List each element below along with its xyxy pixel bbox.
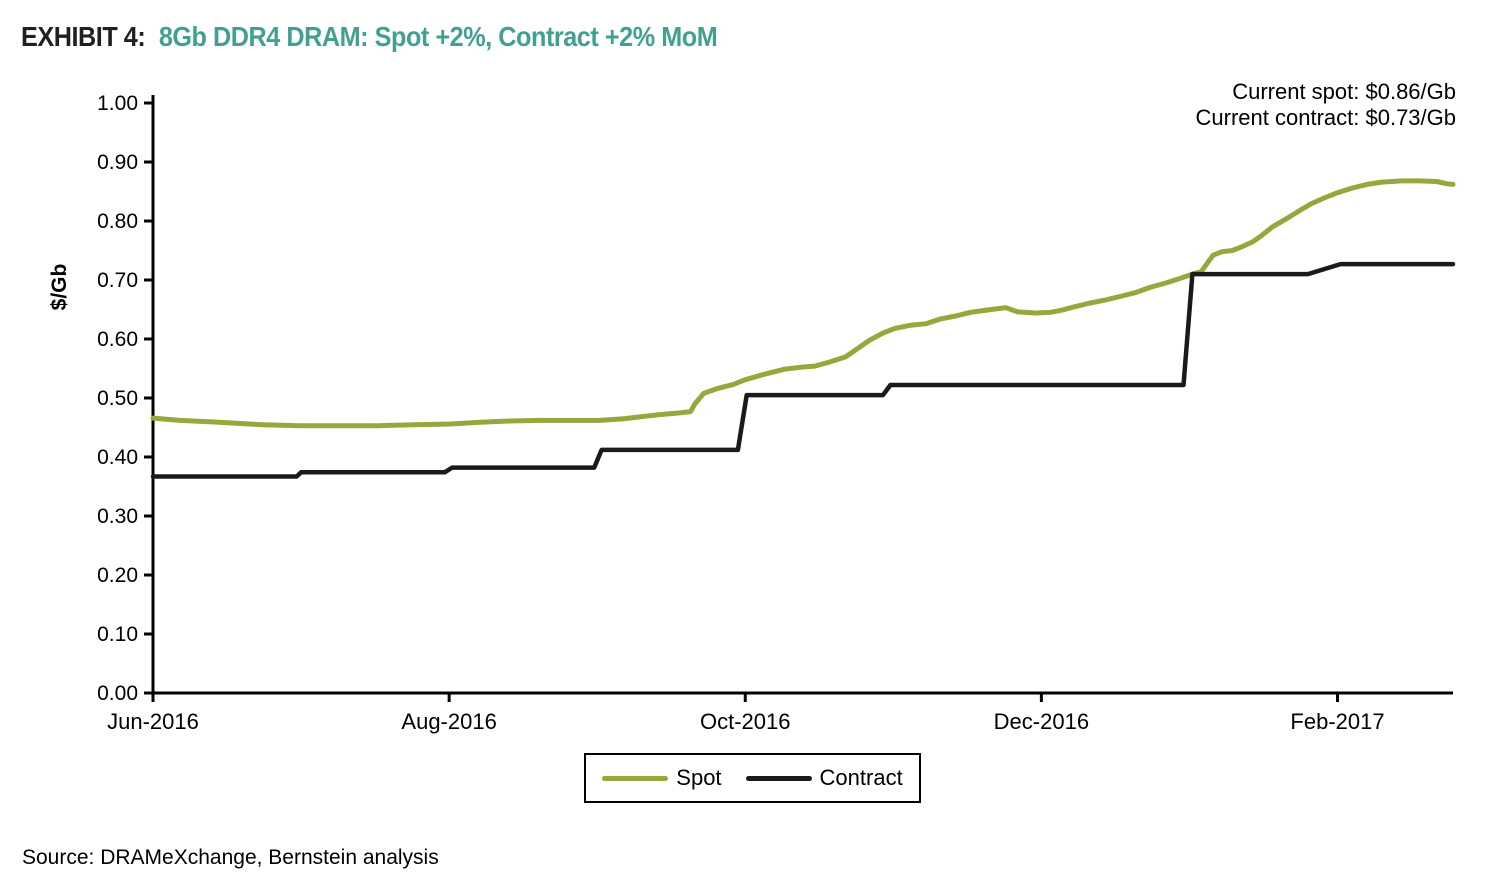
y-tick-label: 0.50 <box>97 387 138 410</box>
exhibit-title-row: EXHIBIT 4: 8Gb DDR4 DRAM: Spot +2%, Cont… <box>21 21 718 53</box>
y-tick-label: 0.40 <box>97 446 138 469</box>
y-tick-label: 0.70 <box>97 269 138 292</box>
current-spot-annotation: Current spot: $0.86/Gb <box>1232 79 1456 104</box>
legend: Spot Contract <box>584 753 921 803</box>
y-tick-label: 1.00 <box>97 92 138 115</box>
y-tick-label: 0.80 <box>97 210 138 233</box>
series-line-contract <box>150 261 1456 479</box>
y-tick-label: 0.90 <box>97 151 138 174</box>
y-tick-label: 0.00 <box>97 682 138 705</box>
contract-line-swatch <box>745 775 812 781</box>
x-tick-label: Jun-2016 <box>107 709 199 734</box>
current-contract-annotation: Current contract: $0.73/Gb <box>1195 105 1456 130</box>
legend-label-spot: Spot <box>676 765 722 790</box>
legend-item-spot: Spot <box>602 765 722 791</box>
x-tick-label: Feb-2017 <box>1290 709 1384 734</box>
x-tick-label: Aug-2016 <box>401 709 496 734</box>
y-tick-label: 0.10 <box>97 623 138 646</box>
spot-line-swatch <box>602 775 669 781</box>
x-tick-label: Dec-2016 <box>994 709 1089 734</box>
y-tick-label: 0.30 <box>97 505 138 528</box>
y-tick-label: 0.20 <box>97 564 138 587</box>
series-line-spot <box>150 178 1456 429</box>
chart-title: 8Gb DDR4 DRAM: Spot +2%, Contract +2% Mo… <box>158 21 718 52</box>
y-tick-label: 0.60 <box>97 328 138 351</box>
current-price-annotation: Current spot: $0.86/Gb Current contract:… <box>1196 79 1456 131</box>
x-tick-label: Oct-2016 <box>700 709 791 734</box>
legend-item-contract: Contract <box>745 765 903 791</box>
legend-label-contract: Contract <box>819 765 903 790</box>
exhibit-label: EXHIBIT 4: <box>21 21 146 52</box>
source-note: Source: DRAMeXchange, Bernstein analysis <box>22 846 439 869</box>
